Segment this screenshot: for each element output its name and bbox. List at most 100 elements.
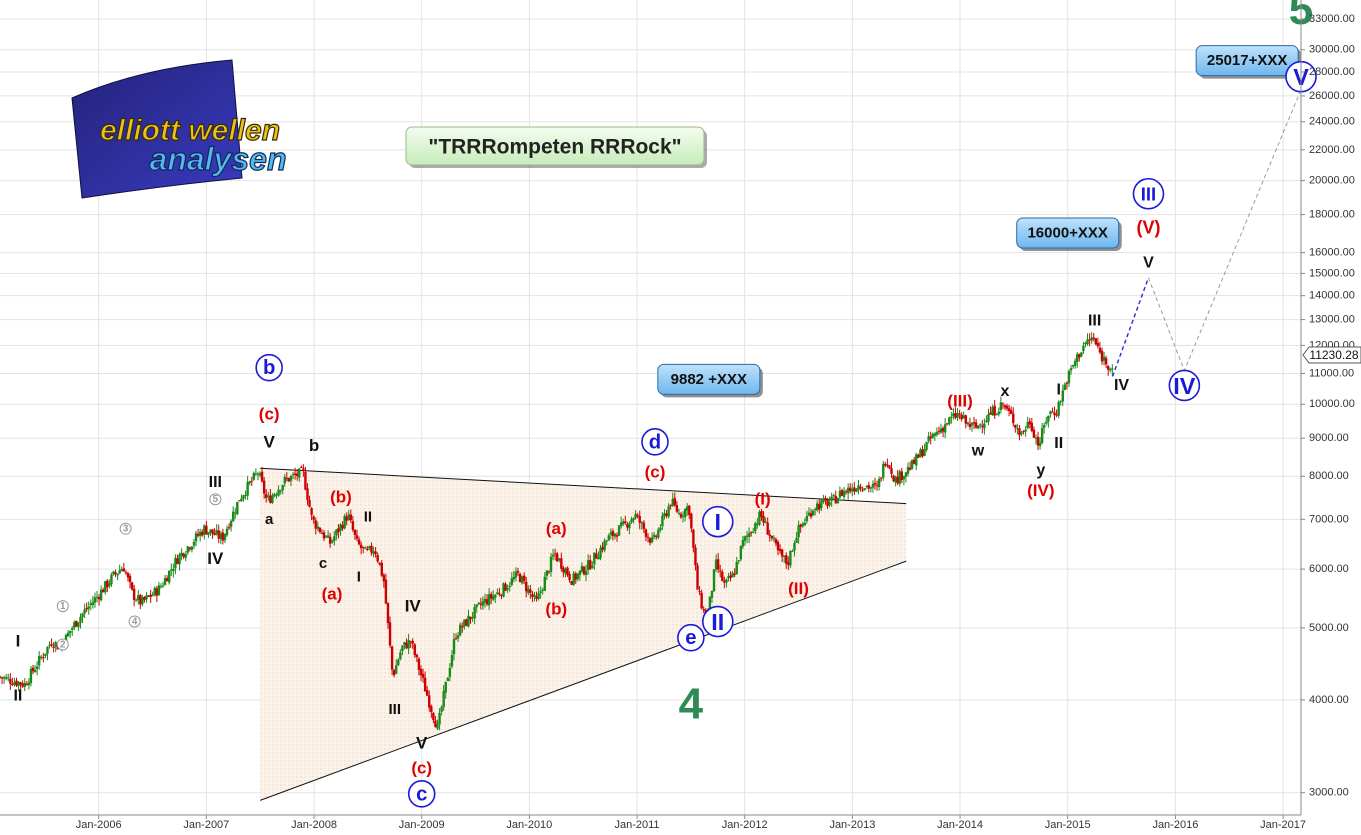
y-axis: 3000.00 4000.00 5000.00 6000.00 7000.00 8000.… bbox=[1300, 0, 1355, 815]
wave-label-text: 4 bbox=[679, 679, 704, 728]
y-tick-label: 30000.00 bbox=[1309, 44, 1355, 56]
candle-body bbox=[68, 630, 72, 634]
candle-body bbox=[1078, 354, 1081, 358]
candle-body bbox=[295, 473, 299, 477]
x-tick-label: Jan-2008 bbox=[291, 819, 337, 831]
wave-label: I bbox=[1057, 382, 1061, 399]
wave-label: II bbox=[13, 687, 22, 704]
candle-body bbox=[475, 604, 478, 608]
candle-body bbox=[702, 609, 705, 611]
candle-body bbox=[182, 553, 185, 557]
wave-label: V bbox=[1143, 254, 1154, 271]
candle-body bbox=[739, 545, 743, 560]
candle-body bbox=[192, 541, 196, 546]
candle-body bbox=[1069, 368, 1073, 371]
wave-label: IV bbox=[1114, 377, 1129, 394]
candle-body bbox=[1005, 405, 1009, 409]
candle-body bbox=[999, 402, 1003, 410]
wave-label-text: II bbox=[1054, 435, 1063, 452]
candle-body bbox=[448, 667, 452, 677]
candle-body bbox=[38, 655, 41, 666]
wave-label-circle bbox=[56, 600, 69, 613]
candle-body bbox=[83, 609, 86, 614]
candle-body bbox=[407, 639, 410, 649]
candle-body bbox=[813, 509, 817, 511]
candle-body bbox=[246, 481, 249, 496]
wave-label: d bbox=[641, 428, 669, 456]
candle-body bbox=[355, 535, 359, 539]
wave-label: 1 bbox=[56, 600, 69, 613]
lower-trendline bbox=[260, 560, 907, 801]
candle-body bbox=[615, 535, 619, 537]
candle-body bbox=[1016, 428, 1019, 430]
candle-body bbox=[510, 578, 513, 585]
candle-body bbox=[417, 658, 421, 670]
candle-body bbox=[950, 416, 953, 418]
candle-body bbox=[719, 570, 722, 572]
candle-body bbox=[163, 578, 167, 585]
candle-body bbox=[322, 532, 326, 539]
wave-label-text: IV bbox=[207, 549, 224, 568]
candle-body bbox=[611, 530, 615, 537]
candle-body bbox=[390, 646, 394, 670]
candle-body bbox=[995, 414, 998, 416]
candle-body bbox=[576, 573, 580, 580]
candle-body bbox=[252, 472, 256, 480]
candle-body bbox=[186, 546, 189, 553]
candle-body bbox=[657, 529, 660, 538]
candle-body bbox=[89, 603, 93, 605]
candle-body bbox=[516, 570, 520, 573]
candle-body bbox=[132, 588, 136, 600]
wave-label-circle bbox=[1168, 369, 1201, 402]
candle-body bbox=[861, 489, 864, 491]
candle-body bbox=[504, 584, 507, 591]
candle-body bbox=[42, 657, 45, 659]
wave-label-text: 3 bbox=[123, 524, 129, 535]
candle-body bbox=[77, 622, 80, 628]
candle-body bbox=[1059, 401, 1062, 403]
wave-label: II bbox=[701, 605, 734, 638]
wave-label-text: 1 bbox=[60, 601, 66, 612]
candle-body bbox=[749, 532, 753, 534]
candle-body bbox=[700, 592, 703, 609]
candle-body bbox=[630, 519, 633, 523]
candle-body bbox=[370, 545, 373, 553]
target-box: 9882 +XXX bbox=[657, 363, 763, 398]
y-tick-label: 26000.00 bbox=[1309, 90, 1355, 102]
candle-body bbox=[165, 578, 169, 582]
candle-body bbox=[679, 514, 683, 518]
logo-line-2: analysen bbox=[150, 141, 287, 177]
candle-body bbox=[254, 473, 258, 475]
candle-body bbox=[628, 523, 631, 529]
candle-body bbox=[333, 536, 336, 541]
candle-body bbox=[1028, 421, 1031, 425]
candle-body bbox=[135, 600, 138, 602]
candle-body bbox=[669, 505, 672, 507]
y-tick-label: 4000.00 bbox=[1309, 694, 1349, 706]
candle-body bbox=[380, 562, 383, 576]
candle-body bbox=[960, 414, 963, 420]
candle-body bbox=[648, 538, 652, 543]
x-tick-label: Jan-2011 bbox=[615, 819, 660, 831]
candle-body bbox=[574, 573, 577, 580]
candle-body bbox=[745, 535, 749, 537]
last-price: 11230.28 bbox=[1309, 348, 1358, 362]
candle-body bbox=[840, 490, 844, 496]
wave-label-text: (II) bbox=[788, 579, 809, 598]
candle-body bbox=[217, 530, 220, 539]
candle-body bbox=[130, 582, 134, 590]
wave-label-text: b bbox=[309, 436, 319, 455]
candle-body bbox=[1104, 358, 1108, 365]
candle-body bbox=[87, 606, 90, 609]
candle-body bbox=[888, 465, 891, 469]
candle-body bbox=[725, 579, 728, 583]
target-box-text: 25017+XXX bbox=[1207, 52, 1288, 69]
x-tick-label: Jan-2010 bbox=[506, 819, 552, 831]
candle-body bbox=[972, 422, 976, 424]
candle-body bbox=[741, 539, 745, 547]
candle-body bbox=[644, 529, 648, 537]
candle-body bbox=[328, 536, 332, 544]
wave-label-text: c bbox=[319, 555, 327, 572]
candle-body bbox=[409, 641, 412, 643]
wave-label-text: III bbox=[389, 701, 402, 718]
